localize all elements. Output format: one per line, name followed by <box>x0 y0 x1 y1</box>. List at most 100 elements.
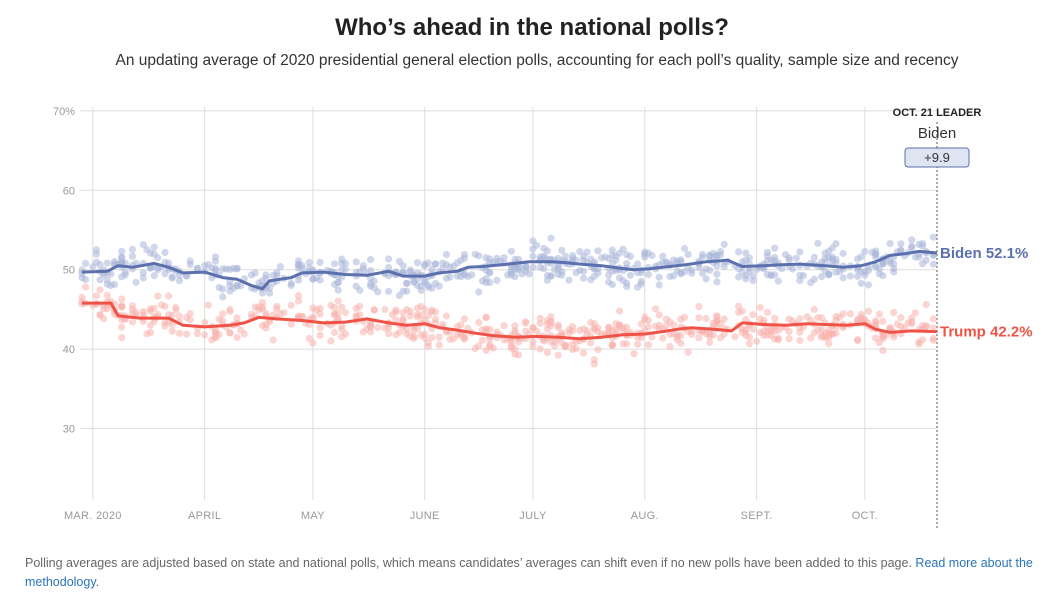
biden-poll-dot <box>659 252 667 260</box>
trump-poll-dot <box>334 297 342 305</box>
x-tick-label: SEPT. <box>741 510 773 522</box>
leader-box: OCT. 21 LEADER Biden +9.9 <box>893 107 981 168</box>
biden-poll-dot <box>648 251 656 260</box>
trump-poll-dot <box>327 337 335 345</box>
trump-poll-dot <box>554 351 562 359</box>
trump-poll-dot <box>316 310 324 318</box>
trump-poll-dot <box>774 326 782 335</box>
trump-poll-dot <box>922 323 930 331</box>
biden-poll-dot <box>128 252 137 260</box>
biden-poll-dot <box>716 251 725 259</box>
biden-poll-dot <box>175 277 183 285</box>
trump-poll-dot <box>478 326 486 334</box>
biden-poll-dot <box>565 276 573 284</box>
trump-poll-dot <box>666 330 674 338</box>
trump-poll-dot <box>421 306 429 314</box>
trump-poll-dot <box>919 336 927 344</box>
trump-poll-dot <box>554 323 562 331</box>
biden-poll-dot <box>821 249 829 257</box>
trump-poll-dot <box>760 327 768 335</box>
trump-poll-dot <box>908 320 916 328</box>
biden-poll-dot <box>493 276 501 284</box>
trump-poll-dot <box>435 341 443 349</box>
trump-poll-dot <box>193 330 201 338</box>
trump-poll-dot <box>745 340 754 348</box>
biden-poll-dot <box>529 263 537 271</box>
biden-poll-dot <box>886 240 894 248</box>
trump-poll-dot <box>659 334 667 342</box>
trump-poll-dot <box>666 318 674 326</box>
trump-poll-dot <box>756 304 764 312</box>
trump-poll-dot <box>630 350 638 358</box>
trump-poll-dot <box>641 313 649 321</box>
biden-poll-dot <box>132 278 140 286</box>
biden-poll-dot <box>576 248 584 256</box>
biden-poll-dot <box>431 279 440 287</box>
trump-poll-dot <box>294 292 303 300</box>
trump-poll-dot <box>803 313 811 321</box>
average-lines-layer <box>81 249 938 341</box>
biden-poll-dot <box>774 277 782 285</box>
biden-poll-dot <box>857 279 865 287</box>
trump-poll-dot <box>128 305 137 313</box>
biden-poll-dot <box>92 246 100 254</box>
biden-poll-dot <box>706 251 714 259</box>
trump-poll-dot <box>128 318 137 326</box>
biden-poll-dot <box>139 241 147 249</box>
trump-poll-dot <box>890 308 898 316</box>
trump-poll-dot <box>540 337 548 345</box>
trump-poll-dot <box>897 314 905 322</box>
trump-poll-dot <box>644 323 653 331</box>
trump-poll-dot <box>280 309 288 317</box>
trump-poll-dot <box>810 305 818 314</box>
x-tick-label: AUG. <box>631 510 659 522</box>
biden-poll-dot <box>464 272 472 281</box>
trump-poll-dot <box>572 345 580 353</box>
trump-poll-dot <box>875 310 883 318</box>
biden-poll-dot <box>644 270 653 279</box>
trump-poll-dot <box>226 305 234 313</box>
x-tick-label: JUNE <box>410 510 440 522</box>
methodology-link[interactable]: Read more about the methodology. <box>25 556 1033 589</box>
trump-poll-dot <box>587 339 595 347</box>
trump-poll-dot <box>330 328 339 337</box>
biden-poll-dot <box>403 279 411 288</box>
biden-poll-dot <box>211 257 220 265</box>
trump-poll-dot <box>864 307 873 315</box>
trump-poll-dot <box>818 314 826 322</box>
trump-poll-dot <box>410 332 418 341</box>
trump-poll-dot <box>237 326 245 334</box>
trump-poll-dot <box>828 329 837 337</box>
biden-poll-dot <box>424 259 432 267</box>
biden-end-label: Biden 52.1% <box>940 245 1028 262</box>
trump-poll-dot <box>619 327 627 335</box>
trump-poll-dot <box>92 292 100 300</box>
trump-poll-dot <box>258 305 266 313</box>
biden-poll-dot <box>558 271 566 279</box>
biden-poll-dot <box>219 293 227 301</box>
trump-poll-dot <box>684 348 692 356</box>
biden-poll-dot <box>807 279 815 287</box>
trump-poll-dot <box>294 312 303 320</box>
trump-poll-dot <box>381 324 389 332</box>
biden-poll-dot <box>890 268 898 276</box>
trump-poll-dot <box>165 292 173 300</box>
trump-poll-dot <box>637 334 645 342</box>
biden-poll-dot <box>150 272 158 280</box>
trump-end-label: Trump 42.2% <box>940 324 1033 341</box>
trump-poll-dot <box>929 315 938 323</box>
biden-poll-dot <box>579 274 588 282</box>
biden-poll-dot <box>771 271 779 279</box>
biden-poll-dot <box>655 281 663 289</box>
trump-poll-dot <box>929 334 938 343</box>
trump-poll-dot <box>648 333 656 341</box>
biden-poll-dot <box>273 272 281 280</box>
trump-poll-dot <box>511 350 519 358</box>
trump-poll-dot <box>644 341 653 349</box>
trump-poll-dot <box>579 349 588 357</box>
trump-poll-dot <box>435 333 443 341</box>
trump-poll-dot <box>294 297 303 305</box>
trump-poll-dot <box>330 311 339 319</box>
biden-poll-dot <box>579 253 588 261</box>
y-tick-label: 70% <box>53 106 75 118</box>
